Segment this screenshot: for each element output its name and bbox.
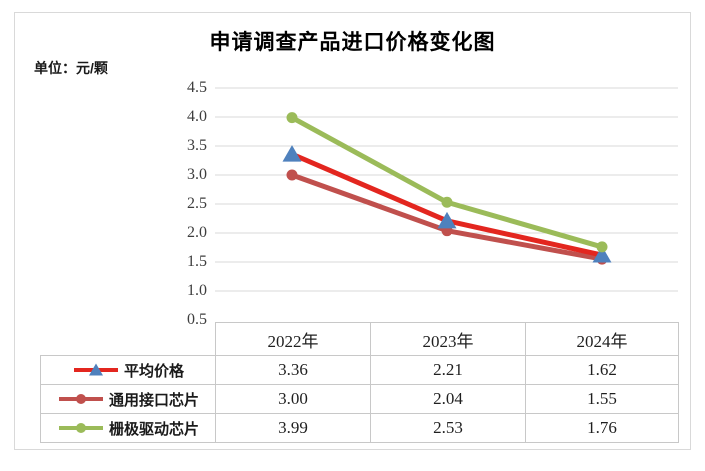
legend-marker-triangle [88,363,103,376]
legend-cell-general-interface-chip: 通用接口芯片 [40,384,216,414]
y-tick-label: 3.5 [187,137,207,154]
column-header-year: 2022年 [215,322,371,356]
value-cell-average-price: 1.62 [525,355,679,385]
table-row-average-price: 平均价格 3.36 2.21 1.62 [40,355,679,385]
marker-triangle-average-price [282,145,302,162]
y-tick-label: 0.5 [187,311,207,328]
chart-title: 申请调查产品进口价格变化图 [209,31,496,54]
value-cell-gate-driver-chip: 1.76 [525,413,679,443]
y-tick-label: 2.0 [187,224,207,241]
legend-entry: 栅极驱动芯片 [42,418,215,439]
marker-circle-gate-driver-chip [441,196,453,208]
value-cell-gate-driver-chip: 2.53 [370,413,526,443]
y-tick-label: 4.0 [187,108,207,125]
y-tick-label: 4.5 [187,79,207,96]
value-cell-general-interface-chip: 3.00 [215,384,371,414]
y-tick-label: 1.0 [187,282,207,299]
legend-marker-circle [75,394,86,404]
legend-entry: 通用接口芯片 [42,389,215,410]
unit-label: 单位：元/颗 [34,60,108,76]
table-row-general-interface-chip: 通用接口芯片 3.00 2.04 1.55 [40,384,679,414]
value-cell-average-price: 2.21 [370,355,526,385]
y-tick-label: 2.5 [187,195,207,212]
legend-label-average-price: 平均价格 [123,362,184,380]
value-cell-gate-driver-chip: 3.99 [215,413,371,443]
data-table: 2022年 2023年 2024年平均价格 3.36 2.21 1.62 通用接口芯片 3.0… [40,322,679,443]
value-cell-general-interface-chip: 2.04 [370,384,526,414]
value-cell-average-price: 3.36 [215,355,371,385]
marker-triangle-average-price [592,246,612,263]
y-tick-label: 1.5 [187,253,207,270]
table-corner-empty [41,323,216,356]
column-header-year: 2024年 [525,322,679,356]
table-row-gate-driver-chip: 栅极驱动芯片 3.99 2.53 1.76 [40,413,679,443]
table-header-row: 2022年 2023年 2024年 [41,322,679,356]
legend-marker-circle [75,423,86,433]
legend-label-general-interface-chip: 通用接口芯片 [108,391,199,409]
legend-label-gate-driver-chip: 栅极驱动芯片 [108,420,199,438]
marker-circle-gate-driver-chip [286,112,298,124]
legend-cell-average-price: 平均价格 [40,355,216,385]
legend-swatch-average-price [73,363,118,376]
legend-entry: 平均价格 [42,360,215,381]
legend-swatch-gate-driver-chip [58,423,103,433]
legend-swatch-general-interface-chip [58,394,103,404]
column-header-year: 2023年 [370,322,526,356]
legend-cell-gate-driver-chip: 栅极驱动芯片 [40,413,216,443]
marker-triangle-average-price [437,211,457,229]
marker-circle-gate-driver-chip [596,241,608,253]
y-tick-label: 3.0 [187,166,207,183]
value-cell-general-interface-chip: 1.55 [525,384,679,414]
marker-circle-general-interface-chip [286,169,298,181]
